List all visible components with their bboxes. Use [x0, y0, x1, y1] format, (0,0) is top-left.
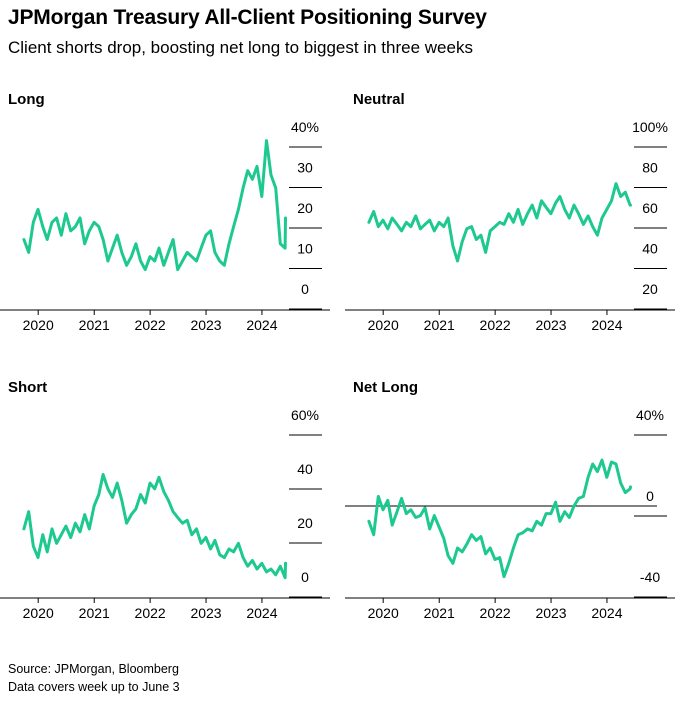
series-line-net-long	[367, 458, 632, 579]
panel-title: Neutral	[353, 91, 405, 108]
x-tick-label: 2022	[135, 317, 166, 333]
panel-long: Long 40% 30 20 10 0 2020 2021 2022 2023 2024	[0, 88, 330, 338]
y-tick-label: -40	[640, 569, 660, 585]
source-note: Source: JPMorgan, Bloomberg	[8, 662, 179, 676]
y-tick-label: 40%	[291, 119, 319, 135]
x-tick-label: 2022	[480, 317, 511, 333]
chart-subtitle: Client shorts drop, boosting net long to…	[8, 38, 473, 57]
x-tick-label: 2024	[246, 317, 277, 333]
panel-title: Short	[8, 379, 48, 396]
y-tick-label: 0	[301, 281, 309, 297]
data-coverage-note: Data covers week up to June 3	[8, 680, 180, 694]
x-tick-label: 2022	[480, 605, 511, 621]
y-tick-label: 10	[297, 241, 313, 257]
series-line-neutral	[367, 182, 632, 263]
x-tick-label: 2023	[535, 605, 566, 621]
y-tick-label: 30	[297, 160, 313, 176]
series-line-long	[22, 139, 287, 272]
short-chart: 60% 40 20 0 2020 2021 2022 2023 2024	[0, 407, 330, 621]
series-line-short	[22, 473, 287, 580]
panel-short: Short 60% 40 20 0 2020 2021 2022 2023 2024	[0, 376, 330, 626]
net-long-chart: 40% 0 -40 2020 2021 2022 2023 2024	[345, 407, 675, 621]
y-tick-label: 80	[642, 160, 658, 176]
y-tick-label: 40	[642, 241, 658, 257]
y-tick-label: 0	[646, 488, 654, 504]
x-tick-label: 2023	[190, 317, 221, 333]
chart-title: JPMorgan Treasury All-Client Positioning…	[8, 6, 487, 29]
x-tick-label: 2021	[79, 605, 110, 621]
x-tick-label: 2020	[23, 605, 54, 621]
y-tick-label: 40	[297, 461, 313, 477]
x-tick-label: 2023	[190, 605, 221, 621]
y-tick-label: 60%	[291, 407, 319, 423]
x-tick-label: 2024	[246, 605, 277, 621]
panel-neutral: Neutral 100% 80 60 40 20 2020 2021 2022 2023 2024	[345, 88, 675, 338]
x-tick-label: 2020	[368, 605, 399, 621]
y-tick-label: 20	[297, 515, 313, 531]
y-tick-label: 20	[297, 200, 313, 216]
y-tick-label: 100%	[632, 119, 668, 135]
x-tick-label: 2024	[591, 605, 622, 621]
y-tick-label: 20	[642, 281, 658, 297]
y-tick-label: 60	[642, 200, 658, 216]
y-tick-label: 0	[301, 569, 309, 585]
panel-title: Long	[8, 91, 45, 108]
long-chart: 40% 30 20 10 0 2020 2021 2022 2023 2024	[0, 119, 330, 333]
x-tick-label: 2024	[591, 317, 622, 333]
x-tick-label: 2021	[424, 605, 455, 621]
x-tick-label: 2021	[424, 317, 455, 333]
x-tick-label: 2022	[135, 605, 166, 621]
panel-title: Net Long	[353, 379, 418, 396]
x-tick-label: 2020	[368, 317, 399, 333]
panel-net-long: Net Long 40% 0 -40 2020 2021 2022 2023 2024	[345, 376, 675, 626]
x-tick-label: 2023	[535, 317, 566, 333]
x-tick-label: 2021	[79, 317, 110, 333]
y-tick-label: 40%	[636, 407, 664, 423]
x-tick-label: 2020	[23, 317, 54, 333]
